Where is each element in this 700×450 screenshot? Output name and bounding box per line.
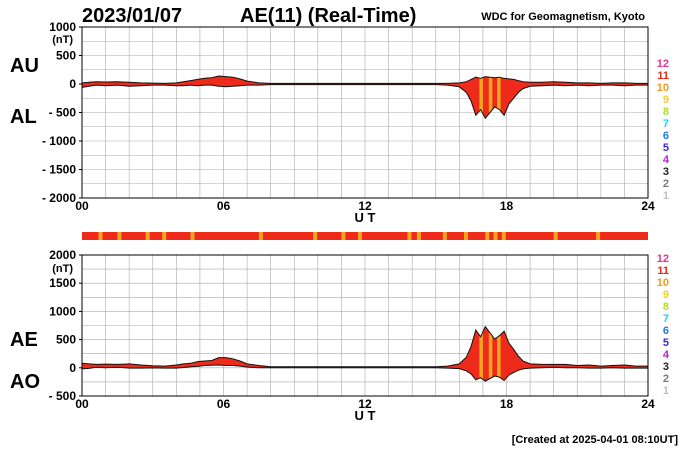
scale-legend-label: 11 bbox=[657, 265, 669, 277]
scale-legend-label: 4 bbox=[663, 154, 670, 166]
au-al-y-tick-label: 1000 bbox=[49, 20, 76, 34]
scale-bar-mark bbox=[190, 232, 195, 240]
scale-legend-label: 2 bbox=[663, 178, 669, 190]
ae-ao-y-tick-label: 1000 bbox=[49, 304, 76, 318]
scale-bar-mark bbox=[501, 232, 506, 240]
ae-ao-area-stripe bbox=[479, 326, 483, 382]
ae-ao-y-tick-label: 2000 bbox=[49, 248, 76, 262]
al-label: AL bbox=[10, 106, 37, 128]
date-label: 2023/01/07 bbox=[82, 5, 182, 27]
scale-bar-mark bbox=[98, 232, 103, 240]
scale-legend-label: 12 bbox=[657, 253, 669, 265]
scale-bar-mark bbox=[416, 232, 421, 240]
scale-legend-label: 8 bbox=[663, 301, 669, 313]
ae-ao-plot-frame bbox=[81, 254, 649, 397]
au-label: AU bbox=[10, 55, 39, 77]
ae-ao-x-axis-title: U T bbox=[355, 408, 376, 423]
au-al-x-tick-label: 00 bbox=[75, 199, 89, 213]
ae-ao-y-tick-label: 500 bbox=[56, 333, 76, 347]
au-al-x-axis-title: U T bbox=[355, 210, 376, 225]
au-al-grid bbox=[82, 27, 648, 198]
scale-bar-mark bbox=[357, 232, 362, 240]
scale-bar-mark bbox=[485, 232, 490, 240]
activity-scale-bar bbox=[82, 232, 648, 240]
au-al-x-tick-label: 06 bbox=[217, 199, 231, 213]
ae-ao-unit-label: (nT) bbox=[52, 263, 73, 275]
scale-legend-label: 8 bbox=[663, 106, 669, 118]
scale-legend-label: 9 bbox=[663, 289, 669, 301]
au-al-x-tick-label: 18 bbox=[500, 199, 514, 213]
au-al-upper-line bbox=[81, 75, 648, 84]
au-al-x-tick-label: 24 bbox=[641, 199, 655, 213]
scale-legend-label: 10 bbox=[657, 82, 669, 94]
chart-title: AE(11) (Real-Time) bbox=[240, 5, 416, 27]
au-al-y-tick-label: - 500 bbox=[49, 106, 77, 120]
scale-bar-mark bbox=[596, 232, 601, 240]
ae-ao-area-stripe bbox=[488, 326, 493, 382]
scale-bar-mark bbox=[464, 232, 469, 240]
au-al-y-tick-label: - 1500 bbox=[42, 163, 76, 177]
scale-bar-mark bbox=[341, 232, 346, 240]
scale-legend-label: 12 bbox=[657, 58, 669, 70]
scale-legend-label: 10 bbox=[657, 277, 669, 289]
scale-legend-label: 7 bbox=[663, 118, 669, 130]
ae-ao-x-tick-label: 00 bbox=[75, 397, 89, 411]
scale-bar-mark bbox=[313, 232, 318, 240]
au-al-y-tick-label: 500 bbox=[56, 49, 76, 63]
ae-ao-area bbox=[82, 326, 648, 382]
ae-ao-x-tick-label: 06 bbox=[217, 397, 231, 411]
scale-legend-label: 9 bbox=[663, 94, 669, 106]
au-al-y-tick-label: 0 bbox=[69, 77, 76, 91]
scale-legend-label: 5 bbox=[663, 142, 669, 154]
scale-bar-mark bbox=[553, 232, 558, 240]
scale-legend-label: 1 bbox=[663, 385, 669, 397]
ae-ao-y-tick-label: 0 bbox=[69, 361, 76, 375]
ae-ao-x-tick-label: 12 bbox=[358, 397, 372, 411]
ae-ao-x-tick-label: 24 bbox=[641, 397, 655, 411]
au-al-lower-line bbox=[81, 84, 648, 120]
ao-label: AO bbox=[10, 371, 40, 393]
ae-ao-y-tick-label: 1500 bbox=[49, 276, 76, 290]
scale-legend-label: 11 bbox=[657, 70, 669, 82]
scale-legend-label: 7 bbox=[663, 313, 669, 325]
ae-ao-grid bbox=[82, 255, 648, 396]
au-al-unit-label: (nT) bbox=[52, 34, 73, 46]
au-al-y-tick-label: - 2000 bbox=[42, 191, 76, 205]
au-al-area-stripe bbox=[497, 76, 501, 119]
ae-ao-upper-line bbox=[81, 325, 648, 368]
scale-bar-mark bbox=[493, 232, 498, 240]
scale-legend-label: 1 bbox=[663, 190, 669, 202]
ae-label: AE bbox=[10, 329, 38, 351]
ae-ao-area-stripe bbox=[497, 326, 501, 382]
scale-bar-mark bbox=[258, 232, 263, 240]
scale-legend-label: 4 bbox=[663, 349, 670, 361]
scale-legend-label: 2 bbox=[663, 373, 669, 385]
scale-bar-mark bbox=[117, 232, 122, 240]
au-al-area-stripe bbox=[488, 76, 493, 119]
scale-legend-label: 5 bbox=[663, 337, 669, 349]
scale-bar-base bbox=[82, 232, 648, 240]
au-al-y-tick-label: - 1000 bbox=[42, 134, 76, 148]
au-al-area-stripe bbox=[479, 76, 483, 119]
scale-bar-mark bbox=[407, 232, 412, 240]
created-timestamp: [Created at 2025-04-01 08:10UT] bbox=[512, 434, 679, 446]
scale-bar-mark bbox=[145, 232, 150, 240]
scale-bar-mark bbox=[162, 232, 167, 240]
scale-legend-label: 6 bbox=[663, 130, 669, 142]
ae-ao-x-tick-label: 18 bbox=[500, 397, 514, 411]
scale-legend-label: 3 bbox=[663, 166, 669, 178]
ae-ao-lower-line bbox=[81, 364, 648, 382]
scale-bar-mark bbox=[442, 232, 447, 240]
au-al-x-tick-label: 12 bbox=[358, 199, 372, 213]
source-label: WDC for Geomagnetism, Kyoto bbox=[481, 11, 645, 23]
scale-legend-label: 6 bbox=[663, 325, 669, 337]
ae-ao-y-tick-label: - 500 bbox=[49, 389, 77, 403]
scale-legend-label: 3 bbox=[663, 361, 669, 373]
